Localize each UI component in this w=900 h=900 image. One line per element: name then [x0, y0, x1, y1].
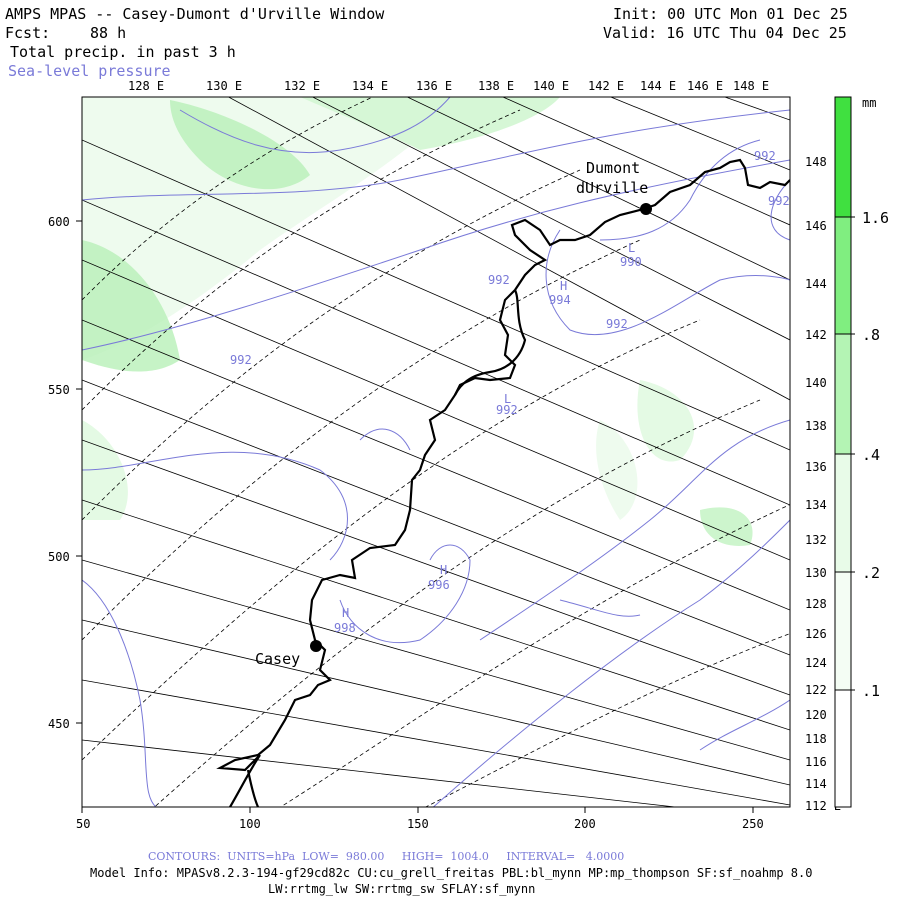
station-name: Dumont — [586, 159, 640, 177]
y-tick-label: 550 — [48, 383, 70, 397]
lon-label: 138 E — [478, 79, 514, 93]
top-lon-labels: 128 E 130 E 132 E 134 E 136 E 138 E 140 … — [128, 79, 769, 93]
lon-label: 120 E — [805, 708, 841, 722]
lon-label: 148 E — [805, 155, 841, 169]
colorbar-label: .2 — [862, 564, 880, 582]
pressure-label: 992 — [488, 273, 510, 287]
pressure-label: 992 — [768, 194, 790, 208]
pressure-labels: 992 992 992 990 992 994 992 996 998 992 … — [230, 149, 790, 635]
pressure-label: 992 — [606, 317, 628, 331]
pressure-label: 992 — [230, 353, 252, 367]
pressure-center-label: H — [560, 279, 567, 293]
model-info: Model Info: MPASv8.2.3-194-gf29cd82c CU:… — [90, 866, 813, 880]
lon-label: 132 E — [805, 533, 841, 547]
lon-label: 116 E — [805, 755, 841, 769]
x-tick-label: 150 — [407, 817, 429, 831]
lon-label: 144 E — [805, 277, 841, 291]
lon-label: 142 E — [805, 328, 841, 342]
lon-label: 134 E — [805, 498, 841, 512]
pressure-center-label: L — [504, 392, 511, 406]
lon-label: 136 E — [416, 79, 452, 93]
lon-label: 114 E — [805, 777, 841, 791]
forecast-label: Fcst: — [5, 24, 51, 42]
pressure-label: 994 — [549, 293, 571, 307]
pressure-center-label: H — [342, 606, 349, 620]
contour-info: CONTOURS: UNITS=hPa LOW= 980.00 HIGH= 10… — [148, 850, 625, 863]
lon-label: 126 E — [805, 627, 841, 641]
colorbar-unit: mm — [862, 96, 876, 110]
lat-lon-grid — [82, 97, 790, 807]
lon-label: 140 E — [533, 79, 569, 93]
pressure-label: 998 — [334, 621, 356, 635]
pressure-label: 996 — [428, 578, 450, 592]
colorbar-label: .1 — [862, 682, 880, 700]
lon-label: 112 E — [805, 799, 841, 813]
colorbar-swatch — [835, 572, 851, 690]
y-tick-label: 500 — [48, 550, 70, 564]
forecast-hour: 88 h — [90, 24, 127, 42]
lon-label: 130 E — [805, 566, 841, 580]
pressure-label: 992 — [754, 149, 776, 163]
lon-label: 130 E — [206, 79, 242, 93]
pressure-label: 992 — [496, 403, 518, 417]
colorbar-swatch — [835, 217, 851, 334]
lon-label: 124 E — [805, 656, 841, 670]
station-name: dUrville — [576, 179, 648, 197]
y-tick-label: 450 — [48, 717, 70, 731]
lon-label: 148 E — [733, 79, 769, 93]
pressure-center-label: L — [628, 241, 635, 255]
station-marker — [310, 640, 322, 652]
lon-label: 128 E — [805, 597, 841, 611]
lon-label: 134 E — [352, 79, 388, 93]
colorbar-label: 1.6 — [862, 209, 889, 227]
pressure-label: 990 — [620, 255, 642, 269]
lon-label: 144 E — [640, 79, 676, 93]
station-marker — [640, 203, 652, 215]
right-lon-labels: 148 E 146 E 144 E 142 E 140 E 138 E 136 … — [805, 155, 841, 813]
lon-label: 142 E — [588, 79, 624, 93]
overlay-description: Sea-level pressure — [8, 62, 171, 80]
model-info-line2: LW:rrtmg_lw SW:rrtmg_sw SFLAY:sf_mynn — [268, 882, 536, 896]
colorbar-swatch — [835, 97, 851, 217]
lon-label: 146 E — [687, 79, 723, 93]
map-title: AMPS MPAS -- Casey-Dumont d'Urville Wind… — [5, 5, 385, 23]
lon-label: 122 E — [805, 683, 841, 697]
lon-label: 140 E — [805, 376, 841, 390]
station-casey: Casey — [255, 640, 322, 668]
x-tick-label: 200 — [574, 817, 596, 831]
precip-shading — [82, 97, 753, 546]
lon-label: 128 E — [128, 79, 164, 93]
precip-colorbar: mm 1.6 .8 .4 .2 .1 — [834, 96, 889, 808]
x-tick-label: 250 — [742, 817, 764, 831]
y-tick-label: 600 — [48, 215, 70, 229]
x-tick-label: 100 — [239, 817, 261, 831]
lon-label: 146 E — [805, 219, 841, 233]
pressure-center-label: H — [440, 563, 447, 577]
colorbar-label: .8 — [862, 326, 880, 344]
colorbar-swatch — [835, 454, 851, 572]
init-time: Init: 00 UTC Mon 01 Dec 25 — [613, 5, 848, 23]
pressure-contours — [82, 97, 790, 807]
station-name: Casey — [255, 650, 300, 668]
axis-ticks — [76, 220, 754, 813]
colorbar-swatch — [835, 334, 851, 454]
x-axis-labels: 50 100 150 200 250 — [76, 817, 764, 831]
lon-label: 118 E — [805, 732, 841, 746]
valid-time: Valid: 16 UTC Thu 04 Dec 25 — [603, 24, 847, 42]
lon-label: 132 E — [284, 79, 320, 93]
lon-label: 136 E — [805, 460, 841, 474]
lon-label: 138 E — [805, 419, 841, 433]
coastline — [216, 158, 790, 807]
y-axis-labels: 600 550 500 450 — [48, 215, 70, 731]
colorbar-label: .4 — [862, 446, 880, 464]
x-tick-label: 50 — [76, 817, 90, 831]
colorbar-swatch — [835, 690, 851, 807]
field-description: Total precip. in past 3 h — [10, 43, 236, 61]
station-dumont: Dumont dUrville — [576, 159, 652, 215]
plot-frame — [81, 96, 791, 808]
